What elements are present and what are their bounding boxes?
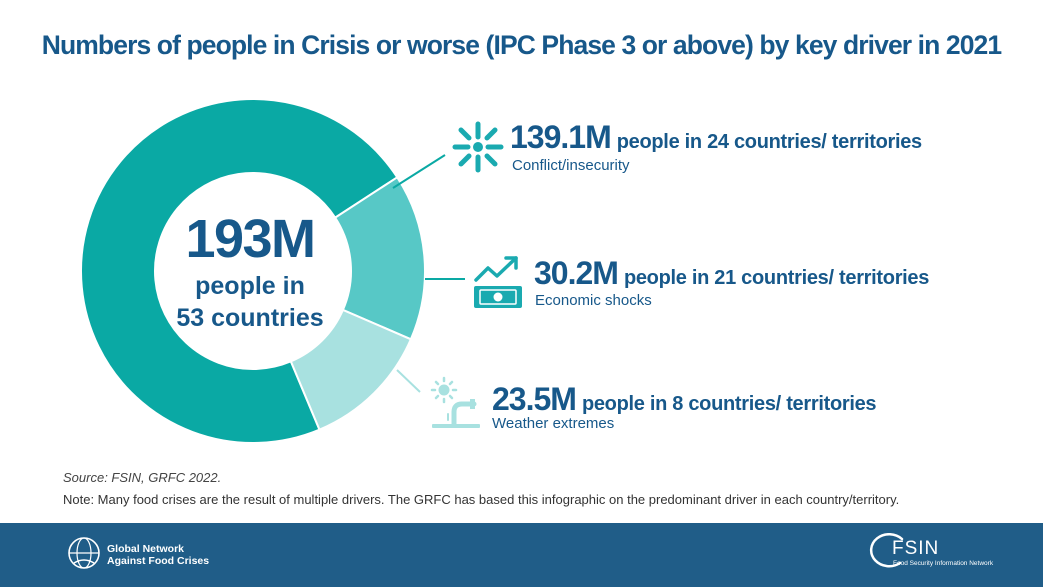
item-conflict-value: 139.1M — [510, 119, 612, 155]
fsin-logo-subtitle: Food Security Information Network — [893, 560, 994, 567]
fsin-swoosh-icon — [869, 533, 904, 568]
source-citation: Source: FSIN, GRFC 2022. — [63, 470, 222, 485]
connector-lines — [392, 154, 465, 393]
center-label-line2: 53 countries — [176, 304, 324, 332]
center-total-value: 193M — [185, 209, 316, 269]
item-economic-value: 30.2M — [534, 255, 619, 291]
chart-title: Numbers of people in Crisis or worse (IP… — [41, 30, 1002, 60]
weather-sun-tap-icon — [430, 376, 480, 428]
center-label-line1: people in — [195, 272, 305, 300]
item-conflict-sublabel: Conflict/insecurity — [512, 157, 630, 174]
gnafc-globe-icon — [68, 537, 100, 569]
item-conflict-description: people in 24 countries/ territories — [616, 131, 922, 153]
item-economic-sublabel: Economic shocks — [535, 292, 652, 309]
connector-conflict — [392, 154, 446, 189]
donut-slice-conflict — [80, 98, 399, 444]
item-economic-description: people in 21 countries/ territories — [623, 267, 930, 289]
economic-chart-money-icon — [474, 256, 522, 308]
item-weather-description: people in 8 countries/ territories — [581, 393, 877, 415]
donut-slices — [80, 98, 426, 444]
item-economic-headline: 30.2M people in 21 countries/ territories — [534, 255, 929, 292]
conflict-burst-icon — [452, 121, 504, 173]
item-conflict-headline: 139.1M people in 24 countries/ territorie… — [510, 119, 922, 156]
item-weather-value: 23.5M — [492, 381, 577, 417]
footnote: Note: Many food crises are the result of… — [63, 492, 900, 507]
gnafc-name-line1: Global Network — [107, 543, 185, 555]
item-weather-sublabel: Weather extremes — [492, 415, 615, 432]
donut-hole — [165, 183, 341, 359]
footer-bar — [0, 523, 1043, 587]
connector-weather — [396, 369, 421, 393]
donut-slice-weather — [289, 308, 413, 431]
gnafc-name-line2: Against Food Crises — [107, 555, 210, 567]
item-weather-headline: 23.5M people in 8 countries/ territories — [492, 381, 877, 418]
fsin-logo-text: FSIN — [892, 538, 940, 559]
